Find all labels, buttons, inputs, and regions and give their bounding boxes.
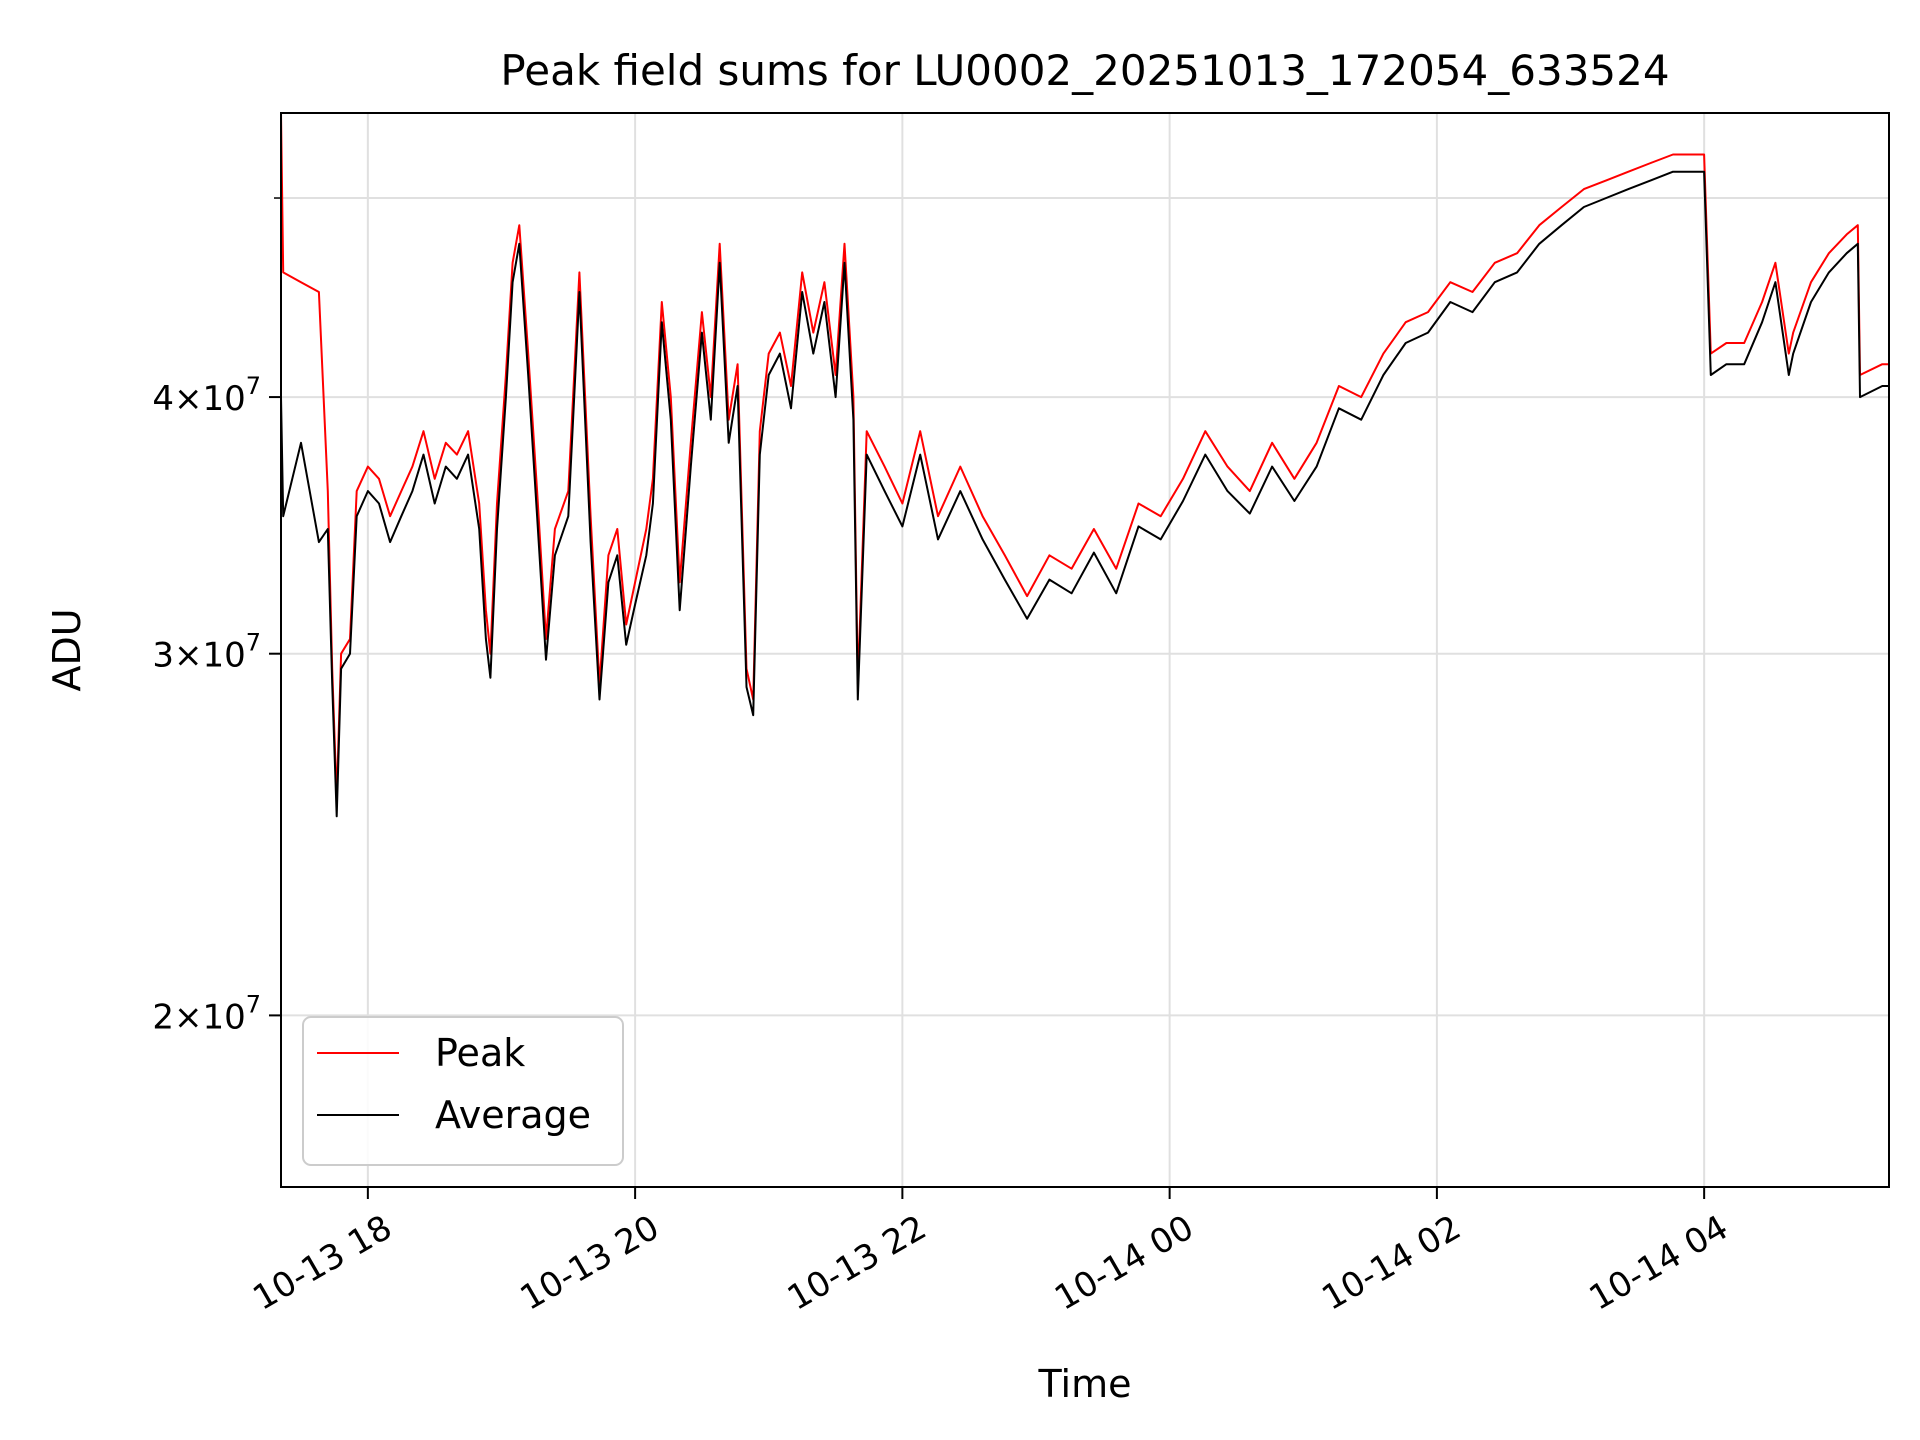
y-tick-times: ×: [174, 636, 203, 676]
series-line-average: [281, 170, 1889, 818]
y-axis-label: ADU: [45, 608, 89, 691]
y-tick-exponent: 7: [246, 372, 261, 400]
y-tick-exponent: 7: [246, 629, 261, 657]
y-tick-base: 3: [152, 636, 174, 676]
series-layer: [281, 113, 1889, 818]
y-tick-ten: 10: [202, 997, 245, 1037]
legend: Peak Average: [302, 1016, 624, 1166]
legend-label: Peak: [435, 1031, 525, 1075]
y-tick-label: 4×107: [152, 372, 261, 419]
series-line-peak: [281, 113, 1889, 800]
y-tick-ten: 10: [202, 379, 245, 419]
y-tick-label: 2×107: [152, 990, 261, 1037]
x-axis-label: Time: [1038, 1362, 1132, 1406]
y-tick-base: 4: [152, 379, 174, 419]
plot-frame: [280, 112, 1890, 1188]
grid: [281, 113, 1889, 1187]
y-tick-times: ×: [174, 997, 203, 1037]
y-tick-ten: 10: [202, 636, 245, 676]
y-tick-exponent: 7: [246, 990, 261, 1018]
y-tick-label: 3×107: [152, 629, 261, 676]
chart-title: Peak field sums for LU0002_20251013_1720…: [500, 46, 1669, 95]
y-tick-times: ×: [174, 379, 203, 419]
y-tick-base: 2: [152, 997, 174, 1037]
legend-label: Average: [435, 1093, 591, 1137]
